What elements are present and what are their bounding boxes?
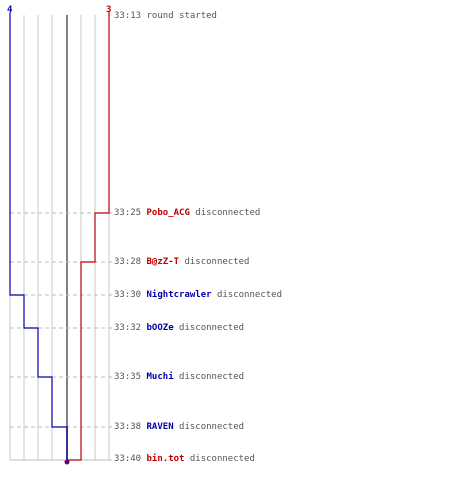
event-row: 33:35 Muchi disconnected: [114, 372, 244, 383]
event-row: 33:25 Pobo_ACG disconnected: [114, 208, 260, 219]
player-name: bOOZe: [146, 323, 174, 333]
event-message: disconnected: [184, 257, 250, 267]
event-time: 33:13: [114, 11, 142, 21]
player-name: Muchi: [146, 372, 174, 382]
player-name: Pobo_ACG: [146, 208, 190, 218]
event-time: 33:40: [114, 454, 142, 464]
event-message: disconnected: [179, 422, 245, 432]
player-name: B@zZ-T: [146, 257, 180, 267]
event-row: 33:38 RAVEN disconnected: [114, 422, 244, 433]
event-time: 33:32: [114, 323, 142, 333]
event-message: round started: [146, 11, 217, 21]
blue-team-score: 4: [7, 5, 13, 15]
event-row-round-start: 33:13 round started: [114, 11, 217, 22]
event-row: 33:28 B@zZ-T disconnected: [114, 257, 249, 268]
player-name: bin.tot: [146, 454, 185, 464]
event-time: 33:35: [114, 372, 142, 382]
event-row: 33:40 bin.tot disconnected: [114, 454, 255, 465]
event-message: disconnected: [189, 454, 255, 464]
event-time: 33:30: [114, 290, 142, 300]
player-name: RAVEN: [146, 422, 174, 432]
round-end-marker: [64, 459, 70, 465]
event-message: disconnected: [179, 372, 245, 382]
event-time: 33:28: [114, 257, 142, 267]
blue-team-line: [9, 12, 68, 460]
round-timeline-graph: [9, 12, 112, 465]
red-team-line: [67, 12, 110, 461]
event-message: disconnected: [216, 290, 282, 300]
event-message: disconnected: [195, 208, 261, 218]
event-row: 33:30 Nightcrawler disconnected: [114, 290, 282, 301]
red-team-score: 3: [106, 5, 112, 15]
event-row: 33:32 bOOZe disconnected: [114, 323, 244, 334]
event-time: 33:25: [114, 208, 142, 218]
player-name: Nightcrawler: [146, 290, 212, 300]
event-message: disconnected: [179, 323, 245, 333]
event-time: 33:38: [114, 422, 142, 432]
